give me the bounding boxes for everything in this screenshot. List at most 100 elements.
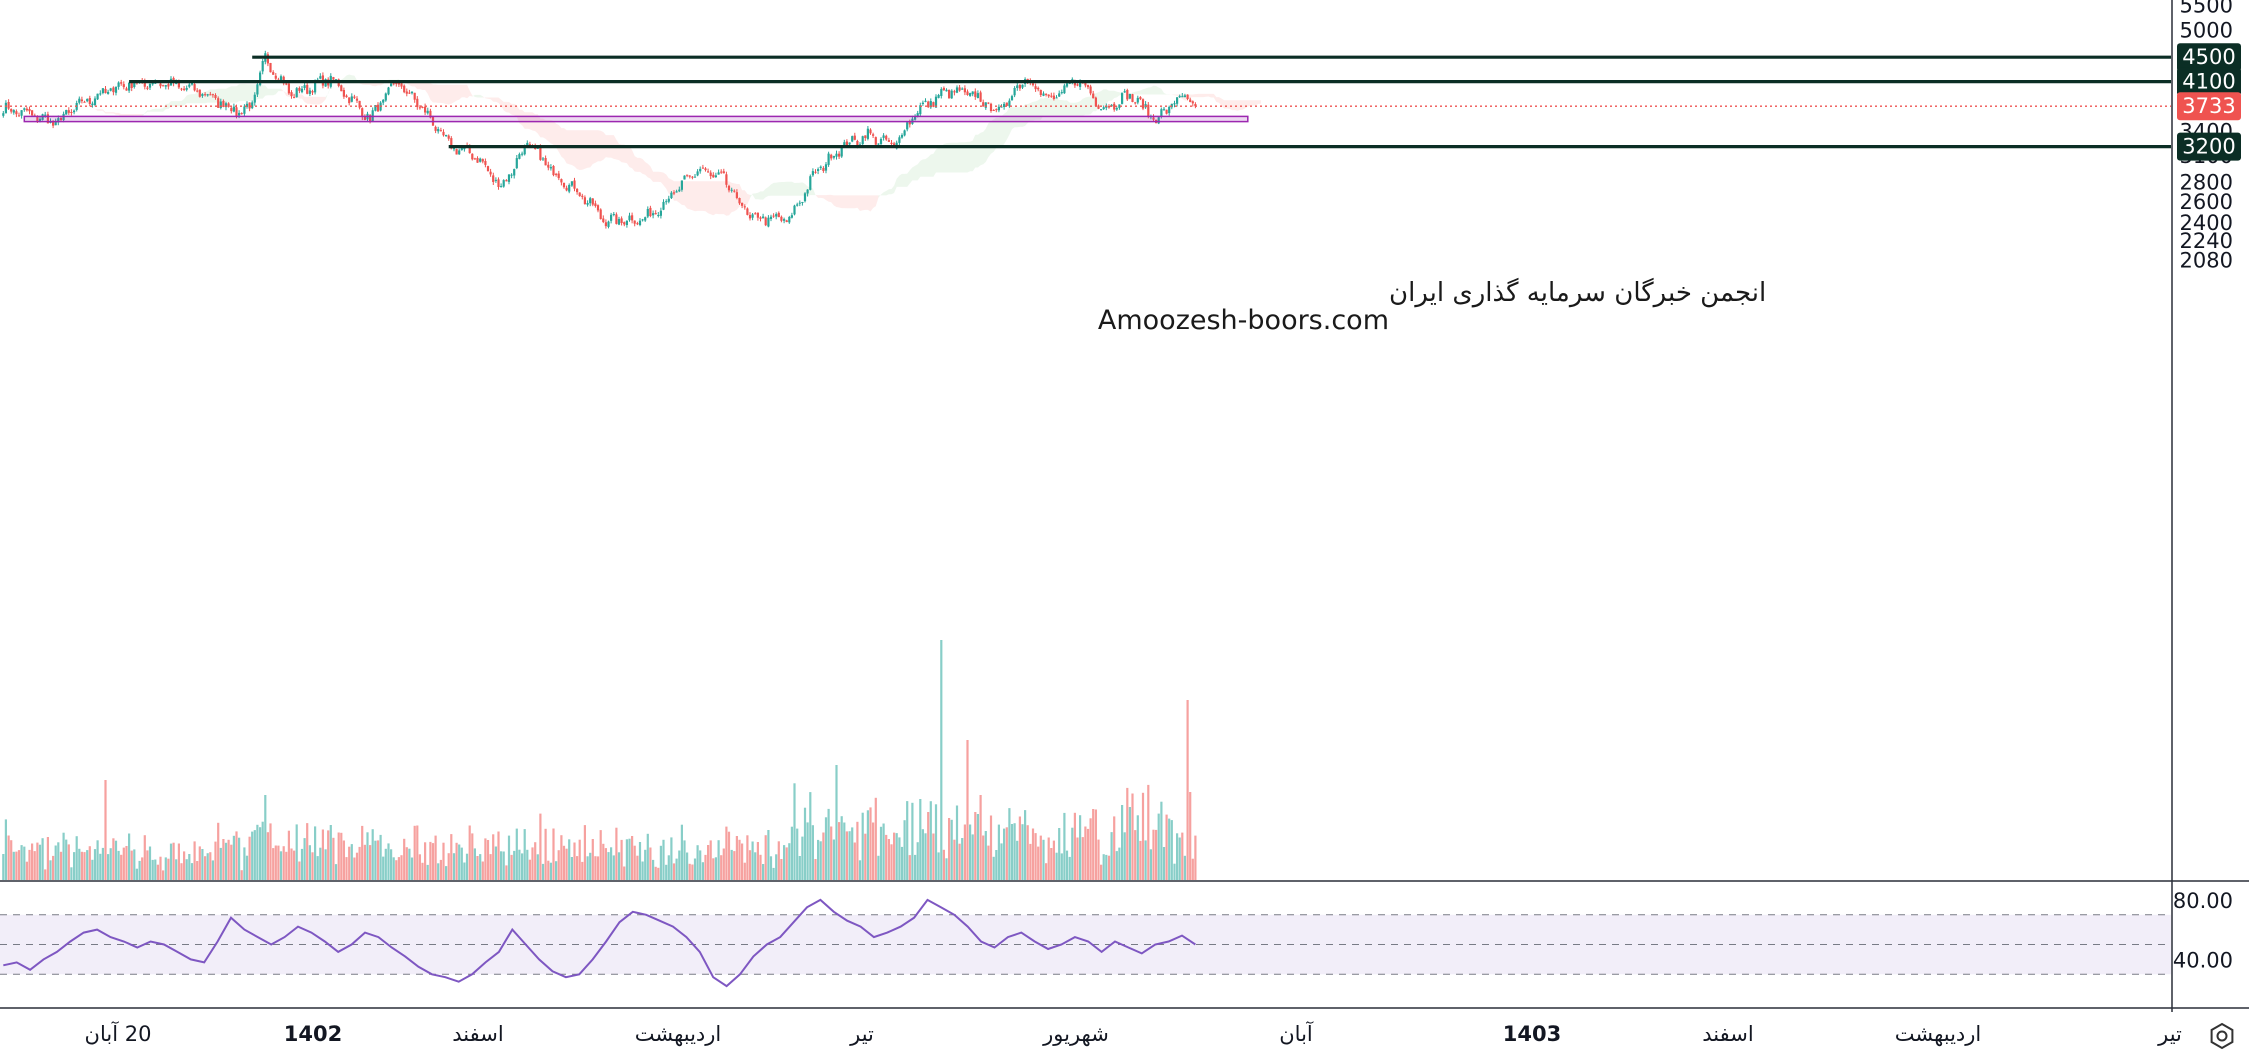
candle	[568, 183, 571, 194]
volume-bar	[599, 830, 602, 880]
candle-body	[112, 87, 115, 93]
candle	[929, 98, 932, 109]
volume-bar	[565, 848, 568, 880]
candle	[861, 135, 864, 147]
candle-body	[65, 110, 68, 115]
candle	[997, 104, 1000, 113]
candle	[1183, 93, 1186, 98]
candle-body	[238, 112, 241, 116]
candle-body	[555, 173, 558, 175]
candle-body	[2, 113, 5, 116]
candle-body	[209, 94, 212, 96]
candle	[104, 86, 107, 94]
volume-bar	[1149, 849, 1152, 880]
candle	[625, 220, 628, 228]
volume-bar	[217, 822, 220, 880]
candle	[489, 168, 492, 177]
candle-body	[348, 97, 351, 104]
candle	[65, 109, 68, 115]
candle	[2, 111, 5, 118]
volume-bar	[481, 861, 484, 880]
candle	[10, 108, 13, 114]
candle	[243, 104, 246, 116]
candle	[1052, 92, 1055, 101]
candle	[602, 215, 605, 224]
volume-bar	[366, 832, 369, 880]
candle	[982, 99, 985, 107]
volume-bar	[159, 856, 162, 880]
volume-bar	[285, 851, 288, 880]
candle-body	[340, 85, 343, 92]
volume-bar	[376, 840, 380, 880]
volume-bar	[1008, 808, 1011, 880]
candle-body	[759, 217, 762, 219]
volume-bar	[1005, 827, 1008, 880]
candle-body	[12, 110, 15, 113]
candle-body	[767, 217, 770, 227]
candle	[730, 187, 733, 193]
candle	[122, 81, 125, 90]
candle	[471, 153, 474, 161]
candle	[882, 133, 885, 141]
candle-body	[1076, 84, 1079, 86]
volume-bar	[12, 851, 15, 880]
volume-bar	[890, 844, 893, 880]
candle-body	[91, 103, 94, 105]
candle	[107, 89, 110, 95]
candle-body	[599, 209, 602, 219]
candle	[1131, 93, 1134, 103]
candle-body	[392, 83, 395, 85]
candle	[672, 190, 676, 196]
volume-bar	[25, 861, 28, 880]
settings-button[interactable]	[2202, 1018, 2242, 1058]
candle	[796, 202, 799, 207]
candle	[848, 142, 851, 146]
volume-bar	[41, 838, 44, 880]
candle-body	[4, 102, 7, 114]
volume-bar	[667, 855, 670, 880]
candle	[932, 101, 935, 108]
volume-bar	[107, 854, 110, 880]
candle	[806, 189, 809, 197]
volume-bar	[843, 822, 846, 880]
volume-bar	[86, 850, 89, 880]
candle	[696, 169, 699, 177]
volume-bar	[282, 846, 285, 880]
candle-body	[298, 88, 301, 91]
cloud-bearish	[281, 88, 326, 105]
volume-bar	[348, 846, 351, 880]
rsi-tick-label: 80.00	[2173, 889, 2233, 913]
candle-body	[528, 144, 531, 146]
candle-body	[720, 171, 723, 173]
volume-bar	[738, 839, 741, 880]
volume-bar	[1189, 792, 1192, 880]
volume-bar	[665, 864, 668, 880]
candle	[1121, 92, 1124, 105]
volume-bar	[762, 864, 765, 880]
candle-body	[927, 101, 930, 108]
candle	[1094, 96, 1097, 107]
candle	[245, 101, 249, 109]
candle	[701, 164, 704, 169]
candle-body	[1168, 106, 1171, 114]
watermark-title: انجمن خبرگان سرمایه گذاری ایران	[1389, 277, 1766, 308]
volume-bar	[117, 850, 120, 880]
volume-bar	[434, 835, 437, 880]
volume-bar	[67, 844, 70, 880]
candle	[1055, 95, 1058, 99]
candle-body	[83, 101, 86, 103]
candle-body	[471, 153, 474, 160]
candle	[714, 172, 717, 178]
volume-bar	[751, 841, 754, 880]
candle-body	[691, 176, 694, 178]
candle	[358, 100, 361, 110]
candle	[350, 93, 353, 103]
candle	[23, 107, 26, 112]
candle-body	[1102, 107, 1105, 109]
volume-bar	[57, 842, 60, 880]
volume-bar	[1097, 839, 1100, 880]
candle-body	[971, 91, 974, 95]
candle-body	[617, 219, 621, 225]
